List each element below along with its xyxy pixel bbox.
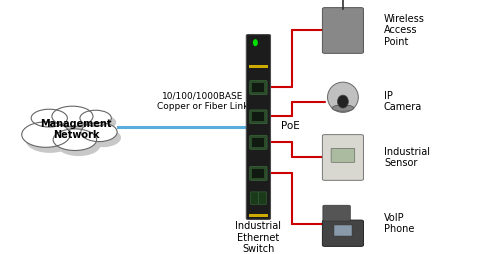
Ellipse shape	[81, 123, 117, 142]
FancyBboxPatch shape	[249, 65, 268, 69]
FancyBboxPatch shape	[331, 148, 355, 162]
FancyBboxPatch shape	[250, 167, 267, 180]
Ellipse shape	[53, 129, 97, 150]
Ellipse shape	[332, 105, 354, 111]
Ellipse shape	[52, 106, 93, 126]
FancyBboxPatch shape	[252, 169, 265, 178]
Ellipse shape	[57, 135, 100, 156]
Ellipse shape	[327, 82, 358, 112]
FancyBboxPatch shape	[250, 192, 258, 204]
FancyBboxPatch shape	[250, 110, 267, 124]
Text: Industrial
Ethernet
Switch: Industrial Ethernet Switch	[235, 221, 282, 254]
Ellipse shape	[22, 122, 70, 147]
FancyBboxPatch shape	[258, 192, 267, 204]
FancyBboxPatch shape	[250, 136, 267, 149]
Text: Industrial
Sensor: Industrial Sensor	[384, 147, 430, 168]
FancyBboxPatch shape	[323, 205, 350, 221]
FancyBboxPatch shape	[246, 35, 270, 219]
FancyBboxPatch shape	[250, 81, 267, 94]
FancyBboxPatch shape	[252, 138, 265, 147]
Text: IP
Camera: IP Camera	[384, 91, 422, 113]
FancyBboxPatch shape	[334, 225, 352, 236]
Ellipse shape	[85, 115, 116, 130]
Ellipse shape	[80, 110, 112, 126]
Ellipse shape	[338, 95, 348, 108]
Ellipse shape	[26, 128, 74, 153]
Ellipse shape	[31, 109, 68, 127]
Ellipse shape	[253, 39, 258, 46]
FancyBboxPatch shape	[249, 214, 268, 217]
FancyBboxPatch shape	[323, 220, 364, 246]
Text: PoE: PoE	[281, 121, 300, 131]
FancyBboxPatch shape	[323, 8, 364, 53]
FancyBboxPatch shape	[252, 83, 265, 92]
Ellipse shape	[85, 128, 121, 147]
Text: Wireless
Access
Point: Wireless Access Point	[384, 14, 425, 47]
FancyBboxPatch shape	[252, 112, 265, 121]
Ellipse shape	[34, 114, 71, 131]
Ellipse shape	[56, 111, 97, 131]
Text: VoIP
Phone: VoIP Phone	[384, 213, 414, 234]
FancyBboxPatch shape	[323, 135, 364, 180]
Text: 10/100/1000BASE
Copper or Fiber Link: 10/100/1000BASE Copper or Fiber Link	[157, 92, 248, 111]
Text: Management
Network: Management Network	[41, 119, 112, 140]
